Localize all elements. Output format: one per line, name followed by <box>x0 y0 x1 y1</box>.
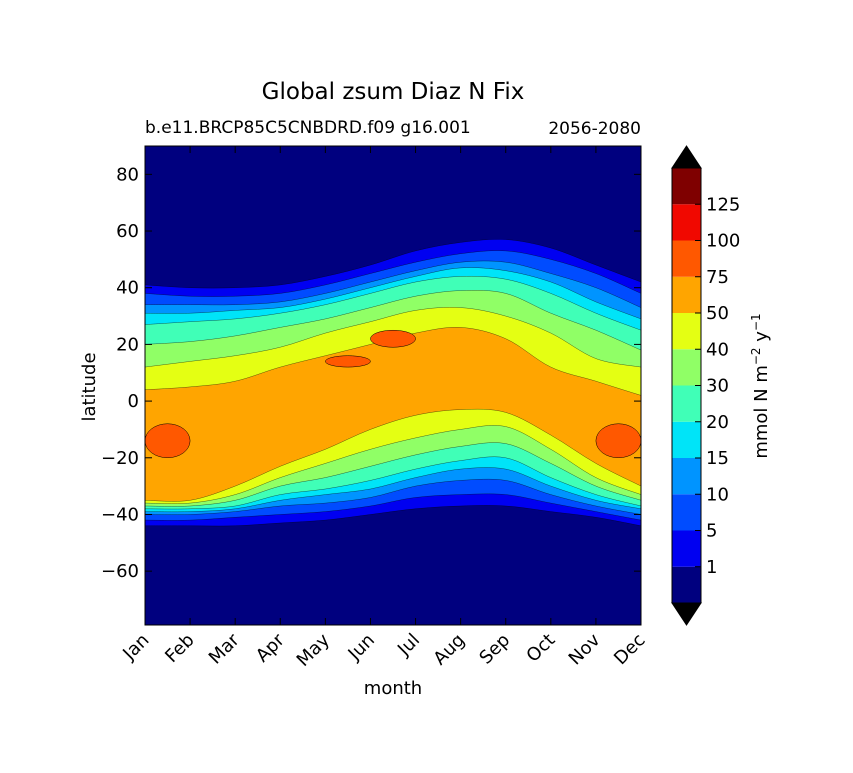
colorbar-tick-label: 10 <box>706 484 729 505</box>
colorbar-swatch <box>672 458 701 495</box>
x-tick-label: Jun <box>344 630 379 665</box>
colorbar-swatch <box>672 566 701 603</box>
plot-frame <box>144 145 642 626</box>
colorbar-tick-label: 1 <box>706 557 717 578</box>
colorbar-tick-label: 40 <box>706 339 729 360</box>
x-tick-label: Mar <box>205 629 244 668</box>
y-tick-label: 40 <box>116 278 139 299</box>
colorbar-extend-max <box>671 145 702 169</box>
colorbar-swatch <box>672 530 701 567</box>
contour-patch-75-3 <box>325 355 371 368</box>
x-tick-label: Sep <box>475 630 514 669</box>
x-tick-label: Jan <box>118 630 153 665</box>
x-tick-label: Oct <box>522 630 559 667</box>
colorbar-tick-label: 15 <box>706 448 729 469</box>
x-tick-label: Aug <box>429 630 469 670</box>
chart-subtitle-right: 2056-2080 <box>548 119 641 139</box>
colorbar-tick-label: 30 <box>706 376 729 397</box>
y-axis-label: latitude <box>79 352 100 421</box>
x-tick-label: Dec <box>610 630 649 669</box>
colorbar-tick-label: 20 <box>706 412 729 433</box>
colorbar-tick-label: 50 <box>706 303 729 324</box>
colorbar-swatch <box>672 168 701 205</box>
colorbar-swatch <box>672 349 701 386</box>
y-tick-label: 0 <box>128 391 139 412</box>
colorbar-swatch <box>672 313 701 350</box>
colorbar-tick-label: 5 <box>706 521 717 542</box>
colorbar-tick-label: 125 <box>706 194 740 215</box>
contour-patch-75-1 <box>145 423 191 459</box>
y-tick-label: −20 <box>101 448 139 469</box>
contour-band-50 <box>145 327 641 502</box>
chart-subtitle-left: b.e11.BRCP85C5CNBDRD.f09 g16.001 <box>145 118 471 138</box>
colorbar-tick-label: 100 <box>706 231 740 252</box>
colorbar-swatch <box>672 276 701 313</box>
y-tick-label: 80 <box>116 164 139 185</box>
y-tick-label: −40 <box>101 504 139 525</box>
colorbar-label: mmol N m−2 y−1 <box>749 313 772 458</box>
y-tick-label: 20 <box>116 334 139 355</box>
colorbar-swatch <box>672 421 701 458</box>
x-axis-label: month <box>364 678 422 699</box>
contour-fill-layer <box>145 146 641 625</box>
x-tick-label: Apr <box>252 629 289 666</box>
y-tick-label: −60 <box>101 561 139 582</box>
y-axis: 80 60 40 20 0 −20 −40 −60 <box>101 164 641 582</box>
colorbar-tick-label: 75 <box>706 267 729 288</box>
x-tick-label: Nov <box>565 629 605 669</box>
x-tick-label: Feb <box>161 630 198 667</box>
colorbar-swatch <box>672 385 701 422</box>
x-tick-label: May <box>293 629 334 670</box>
colorbar-extend-min <box>671 602 702 626</box>
colorbar-swatch <box>672 240 701 277</box>
x-tick-label: Jul <box>393 630 424 661</box>
chart-title: Global zsum Diaz N Fix <box>262 79 525 105</box>
contour-patch-75-2 <box>370 329 416 348</box>
colorbar-swatch <box>672 204 701 241</box>
contour-patch-75-4 <box>595 423 641 459</box>
y-tick-label: 60 <box>116 221 139 242</box>
colorbar-swatch <box>672 494 701 531</box>
